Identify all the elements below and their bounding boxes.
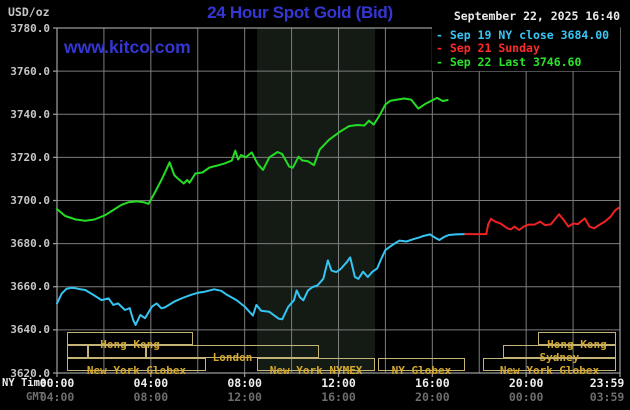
unit-label: USD/oz [8, 5, 50, 19]
x-axis-gmt-label: 04:00 [39, 390, 75, 404]
x-axis-ny-time-label: 16:00 [415, 376, 450, 390]
y-axis-tick-label: 3700.0 [10, 194, 50, 207]
x-axis-gmt-label: 00:00 [508, 390, 544, 404]
chart-title: 24 Hour Spot Gold (Bid) [207, 3, 393, 22]
y-axis-tick-label: 3620.0 [10, 366, 50, 380]
x-axis-ny-time-label: 23:59 [589, 376, 625, 390]
session-box [87, 345, 146, 358]
x-axis-ny-time-label: 04:00 [133, 376, 169, 390]
session-box-new-york-nymex: New York NYMEX [257, 358, 376, 376]
price-line [56, 96, 449, 222]
session-label: New York NYMEX [269, 364, 363, 377]
legend-item: - Sep 22 Last 3746.60 [436, 54, 620, 69]
legend-dash-marker: - [436, 54, 450, 69]
chart-legend: - Sep 19 NY close 3684.00- Sep 21 Sunday… [432, 27, 620, 72]
session-label: Hong Kong [100, 338, 160, 351]
session-label: Sydney [539, 351, 580, 364]
x-axis-ny-time-label: 00:00 [39, 376, 75, 390]
legend-dash-marker: - [436, 41, 450, 56]
price-line [56, 233, 467, 326]
session-label: New York Globex [499, 364, 600, 377]
session-box-new-york-globex: New York Globex [67, 358, 206, 376]
legend-item-label: Sep 22 Last 3746.60 [449, 54, 582, 69]
session-box [67, 345, 88, 358]
legend-item: - Sep 19 NY close 3684.00 [436, 28, 620, 42]
y-axis-tick-label: 3720.0 [10, 150, 50, 164]
session-box-hong-kong: Hong Kong [537, 332, 616, 350]
session-box-sydney: Sydney [502, 345, 616, 363]
y-axis-tick-label: 3780.0 [10, 21, 50, 35]
session-label: New York Globex [86, 364, 187, 377]
x-axis-gmt-label: 03:59 [589, 390, 625, 404]
price-line [464, 206, 620, 236]
ny-time-axis-label: NY Time [2, 377, 47, 389]
y-axis-tick-label: 3660.0 [10, 280, 50, 294]
x-axis-gmt-label: 08:00 [133, 390, 169, 404]
x-axis-ny-time-label: 08:00 [227, 376, 262, 390]
session-box-ny-globex: NY Globex [377, 358, 465, 376]
kitco-watermark-link[interactable]: www.kitco.com [64, 37, 191, 57]
gmt-axis-label: GMT [26, 391, 45, 403]
y-axis-tick-label: 3680.0 [10, 237, 50, 251]
session-label: Hong Kong [547, 338, 607, 351]
legend-item: - Sep 21 Sunday [436, 42, 620, 55]
session-box-london: London [145, 345, 320, 363]
y-axis-tick-label: 3640.0 [10, 323, 50, 337]
x-axis-gmt-label: 16:00 [321, 390, 356, 404]
x-axis-ny-time-label: 20:00 [508, 376, 544, 390]
x-axis-gmt-label: 20:00 [415, 390, 450, 404]
legend-item-label: Sep 19 NY close 3684.00 [449, 28, 610, 42]
x-axis-ny-time-label: 12:00 [321, 376, 356, 390]
y-axis-tick-label: 3740.0 [10, 107, 50, 121]
session-box-hong-kong: Hong Kong [67, 332, 194, 350]
legend-item-label: Sep 21 Sunday [449, 41, 540, 56]
datetime-label: September 22, 2025 16:40 [453, 9, 620, 23]
y-axis-tick-label: 3760.0 [10, 64, 50, 78]
session-label: NY Globex [391, 364, 452, 377]
session-label: London [212, 351, 253, 364]
session-box-new-york-globex: New York Globex [483, 358, 616, 376]
legend-dash-marker: - [436, 28, 450, 42]
x-axis-gmt-label: 12:00 [227, 390, 262, 404]
